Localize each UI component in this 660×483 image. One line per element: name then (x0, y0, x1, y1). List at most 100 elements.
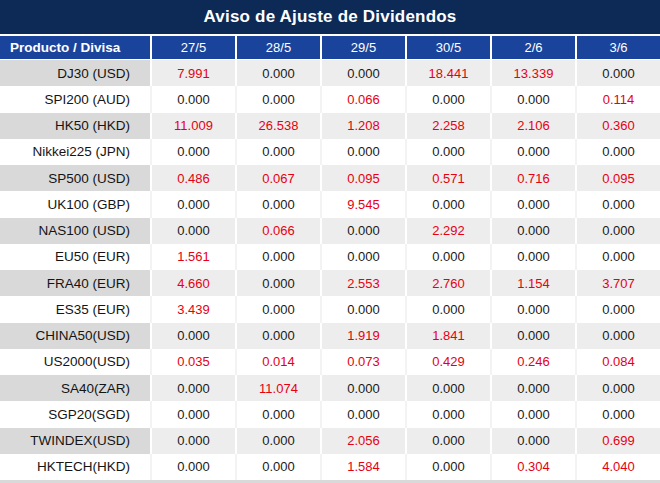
value-cell: 0.000 (320, 244, 405, 270)
value-cell: 0.000 (235, 428, 320, 454)
value-cell: 1.841 (405, 323, 490, 349)
value-cell: 26.538 (235, 113, 320, 139)
value-cell: 2.553 (320, 270, 405, 296)
product-cell: NAS100 (USD) (0, 218, 150, 244)
table-row: TWINDEX(USD)0.0000.0002.0560.0000.0000.6… (0, 428, 660, 454)
value-cell: 0.000 (405, 86, 490, 112)
product-cell: DJ30 (USD) (0, 60, 150, 86)
product-cell: US2000(USD) (0, 349, 150, 375)
value-cell: 0.246 (490, 349, 575, 375)
value-cell: 1.919 (320, 323, 405, 349)
value-cell: 0.067 (235, 165, 320, 191)
value-cell: 0.000 (575, 60, 660, 86)
column-header-date: 3/6 (575, 36, 660, 59)
product-cell: Nikkei225 (JPN) (0, 139, 150, 165)
value-cell: 0.000 (320, 218, 405, 244)
table-row: CHINA50(USD)0.0000.0001.9191.8410.0000.0… (0, 323, 660, 349)
value-cell: 0.000 (150, 86, 235, 112)
product-cell: TWINDEX(USD) (0, 428, 150, 454)
column-header-product: Producto / Divisa (0, 36, 150, 59)
table-row: HK50 (HKD)11.00926.5381.2082.2582.1060.3… (0, 113, 660, 139)
value-cell: 3.707 (575, 270, 660, 296)
value-cell: 0.000 (575, 401, 660, 427)
title-bar: Aviso de Ajuste de Dividendos (0, 0, 660, 34)
product-cell: SA40(ZAR) (0, 375, 150, 401)
value-cell: 9.545 (320, 191, 405, 217)
table-row: NAS100 (USD)0.0000.0660.0002.2920.0000.0… (0, 218, 660, 244)
value-cell: 0.716 (490, 165, 575, 191)
value-cell: 0.000 (235, 86, 320, 112)
value-cell: 0.571 (405, 165, 490, 191)
table-row: Nikkei225 (JPN)0.0000.0000.0000.0000.000… (0, 139, 660, 165)
value-cell: 0.000 (320, 375, 405, 401)
value-cell: 0.000 (320, 296, 405, 322)
product-cell: SP500 (USD) (0, 165, 150, 191)
column-header-date: 2/6 (490, 36, 575, 59)
value-cell: 2.292 (405, 218, 490, 244)
product-cell: CHINA50(USD) (0, 323, 150, 349)
product-cell: HK50 (HKD) (0, 113, 150, 139)
table-row: UK100 (GBP)0.0000.0009.5450.0000.0000.00… (0, 191, 660, 217)
value-cell: 0.000 (235, 401, 320, 427)
value-cell: 7.991 (150, 60, 235, 86)
value-cell: 0.014 (235, 349, 320, 375)
product-cell: UK100 (GBP) (0, 191, 150, 217)
value-cell: 0.699 (575, 428, 660, 454)
value-cell: 0.000 (575, 218, 660, 244)
product-cell: EU50 (EUR) (0, 244, 150, 270)
page-title: Aviso de Ajuste de Dividendos (204, 7, 457, 27)
value-cell: 0.000 (490, 139, 575, 165)
value-cell: 2.258 (405, 113, 490, 139)
value-cell: 0.486 (150, 165, 235, 191)
value-cell: 0.000 (575, 323, 660, 349)
value-cell: 0.000 (490, 428, 575, 454)
value-cell: 0.000 (150, 401, 235, 427)
value-cell: 0.000 (575, 296, 660, 322)
table-row: EU50 (EUR)1.5610.0000.0000.0000.0000.000 (0, 244, 660, 270)
value-cell: 0.304 (490, 454, 575, 480)
value-cell: 0.114 (575, 86, 660, 112)
value-cell: 2.760 (405, 270, 490, 296)
value-cell: 0.000 (575, 244, 660, 270)
value-cell: 0.000 (150, 375, 235, 401)
value-cell: 0.095 (575, 165, 660, 191)
value-cell: 0.000 (490, 323, 575, 349)
value-cell: 0.000 (405, 296, 490, 322)
value-cell: 0.000 (235, 191, 320, 217)
value-cell: 0.000 (235, 270, 320, 296)
table-row: SP500 (USD)0.4860.0670.0950.5710.7160.09… (0, 165, 660, 191)
column-header-date: 30/5 (405, 36, 490, 59)
value-cell: 0.000 (575, 139, 660, 165)
value-cell: 0.000 (405, 454, 490, 480)
table-row: SGP20(SGD)0.0000.0000.0000.0000.0000.000 (0, 401, 660, 427)
value-cell: 0.000 (405, 139, 490, 165)
value-cell: 0.000 (235, 454, 320, 480)
product-cell: HKTECH(HKD) (0, 454, 150, 480)
column-header-date: 27/5 (150, 36, 235, 59)
value-cell: 0.000 (150, 191, 235, 217)
value-cell: 0.000 (235, 244, 320, 270)
value-cell: 0.000 (490, 375, 575, 401)
value-cell: 0.000 (235, 60, 320, 86)
value-cell: 0.000 (150, 428, 235, 454)
value-cell: 0.000 (405, 428, 490, 454)
value-cell: 0.000 (235, 139, 320, 165)
table-row: SA40(ZAR)0.00011.0740.0000.0000.0000.000 (0, 375, 660, 401)
value-cell: 1.208 (320, 113, 405, 139)
table-row: HKTECH(HKD)0.0000.0001.5840.0000.3044.04… (0, 454, 660, 480)
value-cell: 0.000 (235, 296, 320, 322)
value-cell: 0.000 (235, 323, 320, 349)
value-cell: 0.000 (490, 296, 575, 322)
dividend-adjustment-notice: Aviso de Ajuste de Dividendos Producto /… (0, 0, 660, 483)
value-cell: 0.000 (405, 191, 490, 217)
value-cell: 0.073 (320, 349, 405, 375)
value-cell: 0.066 (235, 218, 320, 244)
value-cell: 0.000 (490, 244, 575, 270)
value-cell: 0.000 (405, 244, 490, 270)
table-row: FRA40 (EUR)4.6600.0002.5532.7601.1543.70… (0, 270, 660, 296)
table-row: US2000(USD)0.0350.0140.0730.4290.2460.08… (0, 349, 660, 375)
value-cell: 13.339 (490, 60, 575, 86)
value-cell: 0.035 (150, 349, 235, 375)
value-cell: 0.000 (150, 218, 235, 244)
value-cell: 0.000 (150, 323, 235, 349)
